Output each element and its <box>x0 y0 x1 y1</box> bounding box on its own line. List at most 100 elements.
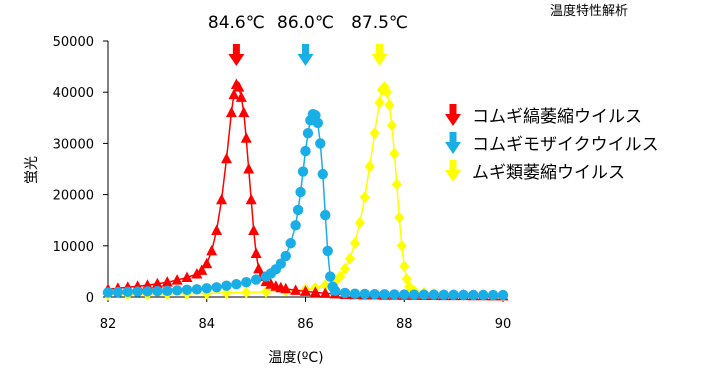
data-point <box>386 119 397 132</box>
data-point <box>240 132 252 143</box>
data-point <box>329 285 341 297</box>
y-tick-label: 30000 <box>53 137 94 152</box>
data-point <box>206 244 218 256</box>
data-point <box>235 91 247 102</box>
data-point <box>418 289 430 300</box>
data-point <box>295 186 306 198</box>
y-tick-label: 50000 <box>53 35 94 50</box>
data-point <box>201 283 212 294</box>
data-point <box>162 285 173 297</box>
data-point <box>248 224 260 235</box>
data-point <box>335 270 346 283</box>
data-point <box>221 152 232 164</box>
data-point <box>216 193 228 205</box>
peak-label-1: 84.6℃ <box>208 13 265 33</box>
data-point <box>290 220 301 231</box>
peak-label-3: 87.5℃ <box>351 13 408 33</box>
data-point <box>290 284 302 295</box>
data-point <box>391 178 402 191</box>
data-point <box>384 99 395 111</box>
data-point <box>245 193 257 205</box>
y-axis-title: 蛍光 <box>24 156 40 184</box>
data-point <box>497 289 509 301</box>
peak-arrow-icon <box>371 44 388 66</box>
legend-arrow-icon <box>445 160 461 182</box>
legend-label-3: ムギ類萎縮ウイルス <box>472 163 625 183</box>
data-point <box>233 81 245 92</box>
data-point <box>354 216 365 229</box>
data-point <box>389 289 400 300</box>
data-point <box>448 289 459 301</box>
data-point <box>428 289 440 300</box>
data-point <box>191 284 203 295</box>
data-point <box>317 168 328 180</box>
peak-arrow-icon <box>228 44 245 66</box>
peak-annotations: 84.6℃ 86.0℃ 87.5℃ <box>208 13 408 66</box>
legend-label-1: コムギ縞萎縮ウイルス <box>472 107 642 127</box>
data-point <box>389 147 400 160</box>
x-tick-label: 82 <box>100 317 117 332</box>
data-point <box>211 282 222 293</box>
data-point <box>228 88 240 100</box>
data-point <box>369 288 380 300</box>
data-point <box>315 138 326 149</box>
series-layer <box>102 78 509 302</box>
data-point <box>458 289 469 301</box>
series-1 <box>102 78 509 301</box>
data-point <box>280 250 291 262</box>
x-tick-label: 90 <box>495 317 512 332</box>
axes: 0 10000 20000 30000 40000 50000 82 84 86 88 90 <box>53 35 512 332</box>
data-point <box>102 287 114 298</box>
legend-arrow-icon <box>445 132 461 154</box>
data-point <box>196 264 208 275</box>
data-point <box>478 289 489 301</box>
y-tick-label: 0 <box>86 291 94 306</box>
series-line <box>107 82 504 297</box>
data-point <box>349 288 361 299</box>
data-point <box>374 96 385 109</box>
y-tick-label: 20000 <box>53 189 94 204</box>
data-point <box>201 257 213 269</box>
data-point <box>322 245 333 257</box>
data-point <box>112 286 124 298</box>
data-point <box>132 286 143 297</box>
corner-title: 温度特性解析 <box>550 3 628 19</box>
data-point <box>122 286 133 298</box>
data-point <box>161 276 173 287</box>
data-point <box>438 289 449 300</box>
data-point <box>300 285 311 296</box>
data-point <box>408 289 420 300</box>
data-point <box>243 163 255 174</box>
peak-arrow-icon <box>297 44 314 66</box>
data-point <box>292 204 304 216</box>
series-line <box>107 113 503 296</box>
data-point <box>379 289 390 300</box>
data-point <box>324 271 336 282</box>
legend-label-2: コムギモザイクウイルス <box>472 135 659 155</box>
data-point <box>253 262 265 274</box>
x-axis-title: 温度(ºC) <box>268 350 323 366</box>
data-point <box>339 287 351 299</box>
x-tick-label: 86 <box>297 317 314 332</box>
data-point <box>359 191 370 204</box>
x-tick-label: 84 <box>198 317 215 332</box>
data-point <box>241 276 252 288</box>
data-point <box>280 282 292 294</box>
data-point <box>191 267 203 279</box>
data-point <box>152 285 163 297</box>
data-point <box>171 285 183 296</box>
series-2 <box>102 109 509 301</box>
data-point <box>285 238 296 249</box>
data-point <box>250 274 262 285</box>
data-point <box>225 106 237 118</box>
data-point <box>320 209 331 221</box>
data-point <box>468 289 479 301</box>
data-point <box>396 239 407 252</box>
data-point <box>399 289 410 300</box>
data-point <box>151 277 163 289</box>
data-point <box>399 260 410 273</box>
data-point <box>319 287 331 298</box>
data-point <box>340 262 350 275</box>
data-point <box>275 258 287 269</box>
